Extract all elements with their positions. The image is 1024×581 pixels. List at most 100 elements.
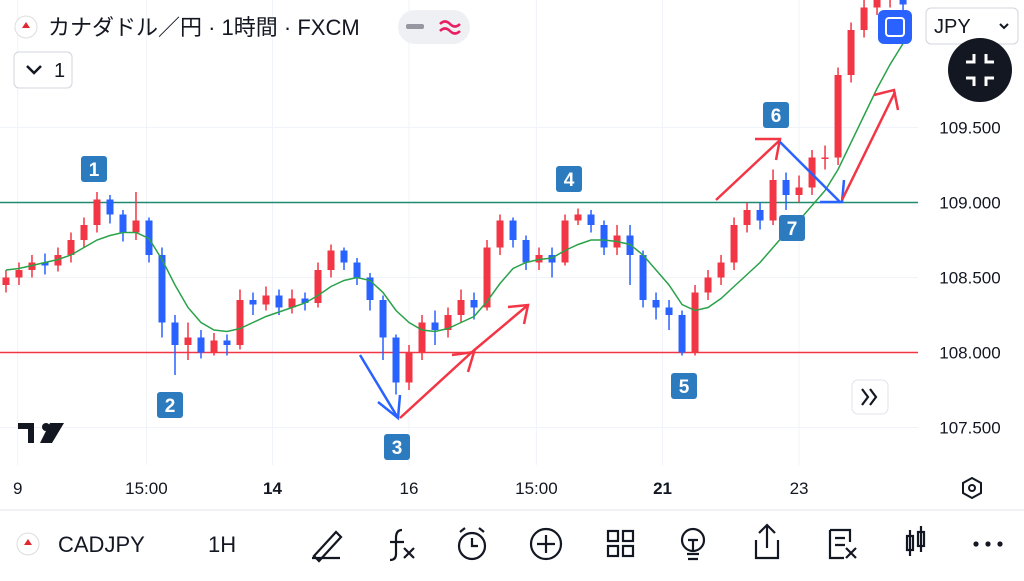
y-tick-label: 109.500 [939,119,1000,138]
candle-body [522,240,530,263]
candle-body [340,250,348,263]
candle-body [509,220,517,240]
candle-body [743,210,751,225]
candle-body [873,0,881,8]
marker-label: 1 [89,160,100,181]
sync-icon [885,17,905,37]
candle-body [41,262,49,266]
candle-body [197,337,205,353]
candle-body [587,214,595,225]
layout-icon [621,544,635,558]
marker-label: 6 [771,106,782,127]
candle-body [795,187,803,195]
draw-icon[interactable] [312,530,343,563]
fx-icon[interactable] [389,528,415,562]
candle-body [288,298,296,308]
marker-box [384,434,410,460]
idea-lines [687,538,699,561]
settings-icon-dot [968,484,976,492]
interval-box[interactable] [13,51,73,89]
share-icon[interactable] [754,523,780,560]
x-tick-label: 14 [263,479,282,498]
candle-body [301,298,309,303]
moving-average [5,43,904,333]
sync-button[interactable] [878,10,912,44]
arrow [715,139,781,201]
alert-icon[interactable] [457,531,487,561]
idea-icon[interactable] [680,527,706,553]
add-icon[interactable] [529,527,563,561]
more-icon[interactable] [973,541,1003,547]
candle-body [314,270,322,303]
layout-icon [606,544,620,558]
toggle[interactable] [398,10,470,44]
collapse-button[interactable] [948,38,1012,102]
candle-body [119,214,127,233]
candle-body [80,225,88,240]
candle-body [236,300,244,345]
candle-body [223,340,231,345]
chevron [26,65,42,75]
candle-body [249,300,257,305]
candle-body [860,7,868,30]
y-tick-label: 108.000 [939,344,1000,363]
marker-label: 3 [392,438,403,459]
arrow [399,351,473,419]
arrow-head [755,137,782,161]
flag-leaf [24,539,32,545]
candle-body [639,255,647,300]
collapse-icon [966,54,994,86]
marker-box [157,392,183,418]
marker-label: 2 [165,396,176,417]
candle-body [366,277,374,300]
x-tick-label: 23 [790,479,809,498]
arrow-head [451,350,476,373]
candle-body [171,322,179,345]
candle-body [678,315,686,353]
y-tick-label: 108.500 [939,269,1000,288]
candle-body [834,75,842,158]
candle-body [457,300,465,315]
candle-body [158,255,166,323]
candle-body [418,322,426,353]
candle-body [899,0,907,5]
candle-body [353,262,361,278]
candle-body [67,240,75,255]
tv-logo-dot [42,423,50,431]
tv-logo [18,423,64,443]
y-tick-label: 109.000 [939,194,1000,213]
candle-body [275,295,283,308]
layout-icon [621,529,635,543]
candle-wick [908,526,923,556]
candle-body [262,295,270,305]
alert-hands [459,527,485,548]
candle-body [327,250,335,270]
x-tick-label: 16 [400,479,419,498]
candle-body [15,270,23,278]
x-tick-label: 9 [13,479,22,498]
layout-icon[interactable] [606,529,620,543]
candle-body [379,300,387,338]
settings-icon[interactable] [962,476,982,500]
marker-box [81,156,107,182]
marker-box [556,166,582,192]
scroll-button[interactable] [851,379,889,415]
arrow [840,91,897,201]
candle-body [483,247,491,308]
marker-label: 5 [679,377,690,398]
candle-body [444,315,452,330]
report-icon[interactable] [828,528,857,560]
annotations [358,88,900,421]
candle-body [652,300,660,308]
arrow-head [507,303,530,325]
interval[interactable]: 1H [208,532,236,557]
candle-body [431,322,439,330]
arrow [358,354,400,419]
toggle-icon [439,20,461,35]
symbol[interactable]: CADJPY [58,532,145,557]
flag-leaf [22,22,30,28]
toggle-icon [406,24,424,29]
candle-body [691,292,699,353]
candle-body [106,199,114,215]
